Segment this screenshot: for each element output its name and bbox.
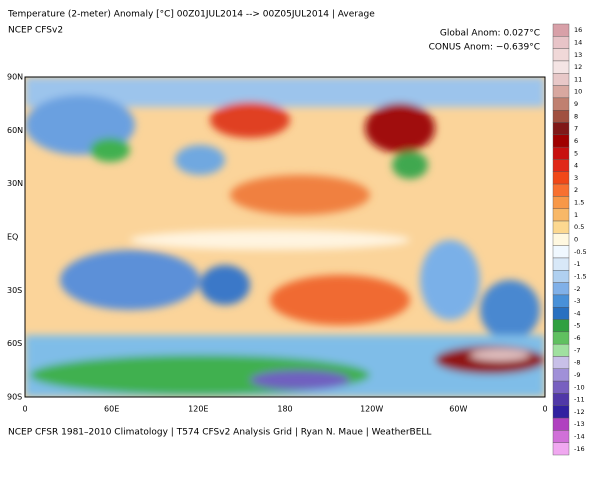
lon-label: 120W <box>360 405 383 414</box>
colorbar-label: 1 <box>574 211 578 219</box>
colorbar-cell <box>552 134 570 148</box>
colorbar-cell <box>552 270 570 283</box>
colorbar-cell <box>552 220 570 234</box>
colorbar-cell <box>552 343 570 357</box>
colorbar-cell <box>552 307 570 320</box>
lat-axis: 90N 60N 30N EQ 30S 60S 90S <box>7 73 23 402</box>
lon-label: 120E <box>188 405 208 414</box>
colorbar-label: -6 <box>574 334 580 342</box>
colorbar-cell <box>552 233 570 246</box>
colorbar-cell <box>552 282 570 296</box>
colorbar-cell <box>552 417 570 431</box>
colorbar-label: -4 <box>574 309 580 317</box>
lon-label: 60E <box>104 405 119 414</box>
colorbar-cell <box>552 356 570 370</box>
colorbar-cell <box>552 331 570 345</box>
colorbar-cell <box>552 430 570 443</box>
lon-label: 0 <box>22 405 27 414</box>
lat-label: EQ <box>7 233 18 242</box>
colorbar-label: -5 <box>574 322 580 330</box>
colorbar-label: 0 <box>574 236 578 244</box>
title: Temperature (2-meter) Anomaly [°C] 00Z01… <box>7 10 375 20</box>
colorbar-label: 11 <box>574 75 582 83</box>
lat-label: 60N <box>7 126 23 135</box>
colorbar-cell <box>552 196 570 209</box>
colorbar-cell <box>552 257 570 271</box>
colorbar-label: -11 <box>574 396 585 404</box>
colorbar-label: -12 <box>574 408 585 416</box>
colorbar-label: 7 <box>574 125 578 133</box>
colorbar: 16 14 13 12 11 10 9 8 7 6 5 4 3 2 1.5 1 0.5 0 -0.5 -1 -1.5 -2… <box>552 23 587 456</box>
lon-axis: 0 60E 120E 180 120W 60W 0 <box>22 405 547 414</box>
colorbar-label: -2 <box>574 285 580 293</box>
colorbar-cell <box>552 122 570 136</box>
colorbar-cell <box>552 319 570 333</box>
colorbar-label: 2 <box>574 186 578 194</box>
colorbar-cell <box>552 245 570 259</box>
colorbar-cell <box>552 294 570 308</box>
colorbar-cell <box>552 183 570 197</box>
global-anom: Global Anom: 0.027°C <box>440 29 540 39</box>
anomaly-field <box>25 77 545 397</box>
colorbar-cell <box>552 171 570 185</box>
colorbar-cell <box>552 85 570 99</box>
colorbar-label: -7 <box>574 346 580 354</box>
colorbar-label: 5 <box>574 149 578 157</box>
colorbar-label: -8 <box>574 359 580 367</box>
colorbar-cell <box>552 442 570 456</box>
colorbar-cell <box>552 159 570 172</box>
colorbar-cell <box>552 393 570 406</box>
colorbar-cell <box>552 146 570 160</box>
colorbar-label: 12 <box>574 63 582 71</box>
lat-label: 90N <box>7 73 23 82</box>
colorbar-label: 9 <box>574 100 578 108</box>
colorbar-label: 3 <box>574 174 578 182</box>
lon-label: 0 <box>542 405 547 414</box>
colorbar-label: -1 <box>574 260 580 268</box>
colorbar-label: 6 <box>574 137 578 145</box>
colorbar-label: -1.5 <box>574 272 587 280</box>
subtitle: NCEP CFSv2 <box>8 26 63 36</box>
colorbar-cell <box>552 48 570 62</box>
colorbar-cell <box>552 208 570 222</box>
lon-label: 180 <box>277 405 292 414</box>
colorbar-cell <box>552 73 570 86</box>
map-frame <box>24 76 546 398</box>
colorbar-label: -0.5 <box>574 248 587 256</box>
colorbar-label: 10 <box>574 88 582 96</box>
footer: NCEP CFSR 1981–2010 Climatology | T574 C… <box>8 428 431 438</box>
lon-label: 60W <box>449 405 467 414</box>
lat-label: 60S <box>7 339 22 348</box>
colorbar-label: 1.5 <box>574 199 584 207</box>
colorbar-label: -16 <box>574 445 585 453</box>
conus-anom: CONUS Anom: −0.639°C <box>429 43 540 53</box>
colorbar-cell <box>552 380 570 394</box>
colorbar-cell <box>552 23 570 37</box>
colorbar-cell <box>552 405 570 419</box>
colorbar-label: -9 <box>574 371 580 379</box>
colorbar-label: 16 <box>574 26 582 34</box>
colorbar-label: -3 <box>574 297 580 305</box>
lat-label: 90S <box>7 393 22 402</box>
colorbar-cell <box>552 60 570 74</box>
colorbar-label: -14 <box>574 433 585 441</box>
colorbar-cell <box>552 368 570 382</box>
lat-label: 30N <box>7 179 23 188</box>
colorbar-cell <box>552 36 570 49</box>
colorbar-label: 14 <box>574 38 582 46</box>
colorbar-label: 0.5 <box>574 223 584 231</box>
colorbar-label: 4 <box>574 162 578 170</box>
colorbar-label: 13 <box>574 51 582 59</box>
colorbar-cell <box>552 109 570 123</box>
colorbar-label: 8 <box>574 112 578 120</box>
colorbar-cell <box>552 97 570 111</box>
colorbar-label: -10 <box>574 383 585 391</box>
lat-label: 30S <box>7 286 22 295</box>
colorbar-label: -13 <box>574 420 585 428</box>
